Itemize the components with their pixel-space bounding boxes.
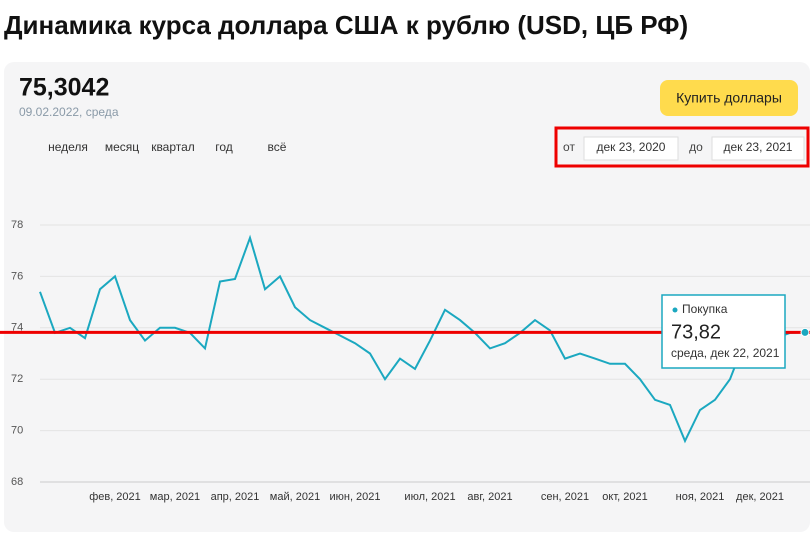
range-to[interactable]: дек 23, 2021 <box>724 140 793 154</box>
y-tick-label: 76 <box>11 270 23 282</box>
x-tick-label: апр, 2021 <box>211 491 260 503</box>
y-tick-label: 78 <box>11 219 23 231</box>
y-tick-label: 72 <box>11 373 23 385</box>
x-tick-label: фев, 2021 <box>89 491 141 503</box>
x-tick-label: окт, 2021 <box>602 491 647 503</box>
buy-button-label[interactable]: Купить доллары <box>676 90 782 106</box>
last-point <box>800 327 810 337</box>
tooltip-date: среда, дек 22, 2021 <box>671 346 780 360</box>
price-date: 09.02.2022, среда <box>19 105 119 119</box>
tooltip-label: Покупка <box>682 302 728 316</box>
x-tick-label: июн, 2021 <box>329 491 380 503</box>
range-from[interactable]: дек 23, 2020 <box>597 140 666 154</box>
period-tab[interactable]: год <box>215 140 233 154</box>
x-tick-label: мар, 2021 <box>150 491 200 503</box>
page-title: Динамика курса доллара США к рублю (USD,… <box>4 10 688 40</box>
x-tick-label: ноя, 2021 <box>676 491 725 503</box>
x-tick-label: июл, 2021 <box>404 491 455 503</box>
tooltip-dot <box>672 307 678 313</box>
y-tick-label: 74 <box>11 322 23 334</box>
current-price: 75,3042 <box>19 74 109 102</box>
buy-button[interactable] <box>660 80 798 116</box>
range-to-label: до <box>689 140 703 154</box>
series-line <box>39 234 806 444</box>
range-from-input[interactable] <box>583 136 679 161</box>
period-tab[interactable]: всё <box>268 140 287 154</box>
y-tick-label: 68 <box>11 476 23 488</box>
period-tab[interactable]: квартал <box>151 140 195 154</box>
x-tick-label: сен, 2021 <box>541 491 589 503</box>
range-to-input[interactable] <box>711 136 805 161</box>
period-tab[interactable]: месяц <box>105 140 139 154</box>
x-tick-label: авг, 2021 <box>467 491 512 503</box>
period-tab[interactable]: неделя <box>48 140 88 154</box>
highlight-box <box>554 126 810 168</box>
card <box>4 62 810 532</box>
x-tick-label: дек, 2021 <box>736 491 784 503</box>
x-tick-label: май, 2021 <box>270 491 320 503</box>
range-from-label: от <box>563 140 575 154</box>
tooltip <box>661 294 786 369</box>
tooltip-value: 73,82 <box>671 321 721 343</box>
y-tick-label: 70 <box>11 425 23 437</box>
